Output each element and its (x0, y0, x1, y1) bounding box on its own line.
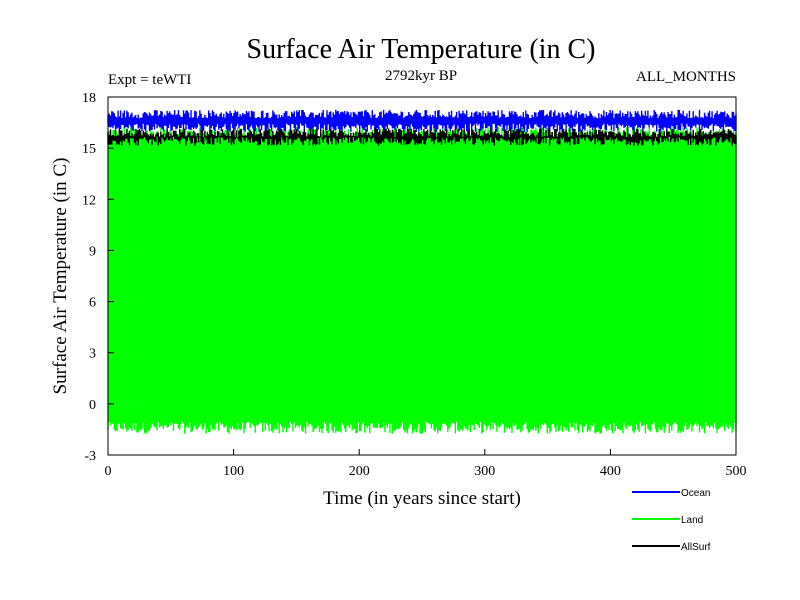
series-layer (107, 109, 737, 434)
chart-title: Surface Air Temperature (in C) (247, 34, 596, 65)
y-tick-label: 3 (89, 347, 96, 362)
x-tick-label: 500 (726, 464, 747, 479)
x-axis-label: Time (in years since start) (323, 488, 521, 509)
series-land (107, 126, 737, 434)
x-tick-label: 300 (474, 464, 495, 479)
chart-subtitle: 2792kyr BP (385, 68, 457, 84)
y-axis-label: Surface Air Temperature (in C) (50, 158, 71, 395)
x-tick-label: 400 (600, 464, 621, 479)
x-tick-label: 0 (105, 464, 112, 479)
y-tick-label: 9 (89, 244, 96, 259)
y-tick-label: 12 (82, 193, 96, 208)
legend-land-label: Land (681, 515, 703, 526)
legend-ocean-label: Ocean (681, 488, 710, 499)
y-tick-label: -3 (84, 449, 96, 464)
legend: Ocean Land AllSurf (632, 488, 711, 553)
experiment-label: Expt = teWTI (108, 72, 191, 88)
y-tick-label: 6 (89, 296, 96, 311)
legend-allsurf-label: AllSurf (681, 542, 711, 553)
y-tick-label: 0 (89, 398, 96, 413)
months-label: ALL_MONTHS (636, 69, 736, 85)
ticks-layer: 0 100 200 300 400 500 -3 0 3 6 9 12 15 18 (82, 91, 747, 479)
series-ocean (107, 109, 737, 132)
y-tick-label: 18 (82, 91, 96, 106)
y-tick-label: 15 (82, 142, 96, 157)
plot-frame (107, 96, 737, 456)
x-tick-label: 200 (349, 464, 370, 479)
x-tick-label: 100 (223, 464, 244, 479)
